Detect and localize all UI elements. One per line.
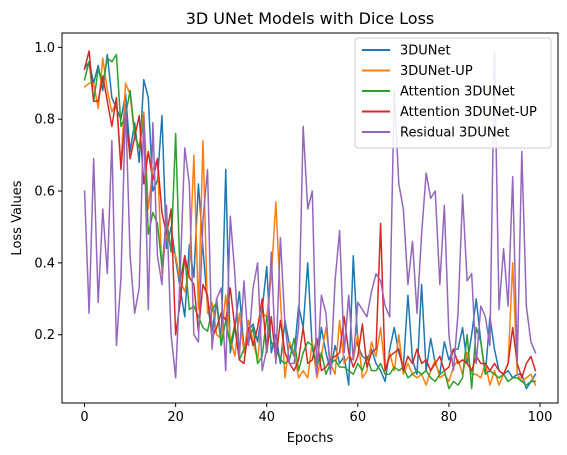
x-axis-ticks: 0 20 40 60 80 100	[80, 403, 552, 425]
y-tick-label: 0.6	[34, 185, 55, 200]
series-line-3	[83, 50, 537, 379]
plot-lines	[83, 50, 537, 390]
x-axis-label: Epochs	[287, 431, 334, 446]
series-line-2	[83, 53, 537, 390]
legend-label: 3DUNet	[400, 44, 451, 59]
x-tick-label: 20	[167, 410, 184, 425]
x-tick-label: 100	[528, 410, 553, 425]
x-tick-label: 60	[350, 410, 367, 425]
series-line-0	[83, 53, 537, 390]
y-tick-label: 1.0	[34, 41, 55, 56]
legend-label: 3DUNet-UP	[400, 64, 473, 79]
legend-label: Attention 3DUNet-UP	[400, 105, 537, 120]
x-tick-label: 80	[441, 410, 458, 425]
plot-area-frame	[61, 32, 559, 404]
chart-title: 3D UNet Models with Dice Loss	[186, 9, 435, 28]
y-tick-label: 0.8	[34, 113, 55, 128]
legend-box	[354, 37, 552, 149]
y-tick-label: 0.2	[34, 328, 55, 343]
y-axis-ticks: 0.2 0.4 0.6 0.8 1.0	[34, 41, 62, 343]
y-tick-label: 0.4	[34, 256, 55, 271]
legend-label: Attention 3DUNet	[400, 85, 515, 100]
series-line-4	[83, 50, 537, 379]
y-axis-label: Loss Values	[10, 180, 25, 255]
series-line-1	[83, 57, 537, 387]
x-tick-label: 40	[258, 410, 275, 425]
x-tick-label: 0	[80, 410, 88, 425]
legend: 3DUNet 3DUNet-UP Attention 3DUNet Attention…	[354, 37, 552, 149]
legend-label: Residual 3DUNet	[400, 126, 510, 141]
